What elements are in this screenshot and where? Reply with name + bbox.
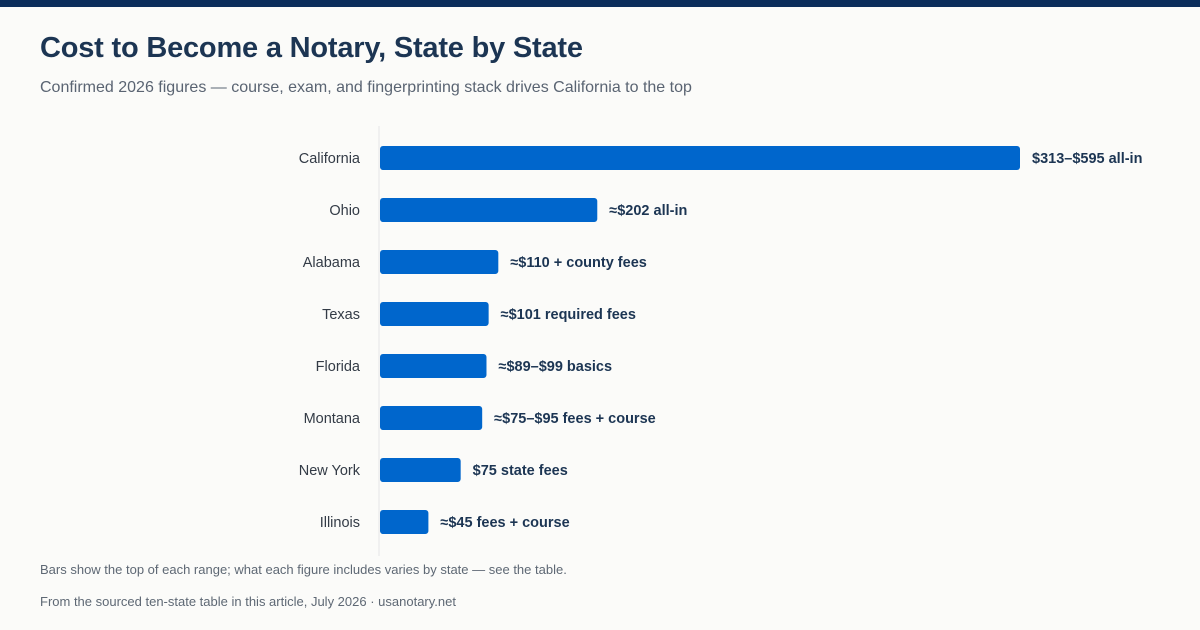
value-label-florida: ≈$89–$99 basics <box>498 359 612 375</box>
chart-source: From the sourced ten-state table in this… <box>40 594 456 609</box>
value-label-montana: ≈$75–$95 fees + course <box>494 411 656 427</box>
category-label-new-york: New York <box>299 463 361 479</box>
chart-subtitle: Confirmed 2026 figures — course, exam, a… <box>40 79 692 96</box>
category-label-texas: Texas <box>322 307 360 323</box>
bar-new-york <box>380 458 461 482</box>
bar-alabama <box>380 250 499 274</box>
value-label-ohio: ≈$202 all-in <box>609 203 687 219</box>
bar-california <box>380 146 1020 170</box>
bar-ohio <box>380 198 598 222</box>
value-label-california: $313–$595 all-in <box>1032 151 1142 167</box>
chart-title: Cost to Become a Notary, State by State <box>40 32 583 64</box>
value-label-new-york: $75 state fees <box>473 463 568 479</box>
category-label-alabama: Alabama <box>303 255 361 271</box>
value-label-illinois: ≈$45 fees + course <box>440 515 569 531</box>
category-label-illinois: Illinois <box>320 515 360 531</box>
bar-florida <box>380 354 487 378</box>
value-label-alabama: ≈$110 + county fees <box>510 255 647 271</box>
chart-note: Bars show the top of each range; what ea… <box>40 562 567 577</box>
category-label-florida: Florida <box>316 359 361 375</box>
top-accent-bar <box>0 0 1200 7</box>
category-label-ohio: Ohio <box>329 203 360 219</box>
category-label-montana: Montana <box>304 411 361 427</box>
bar-montana <box>380 406 483 430</box>
value-label-texas: ≈$101 required fees <box>501 307 636 323</box>
bar-texas <box>380 302 489 326</box>
category-label-california: California <box>299 151 361 167</box>
bar-illinois <box>380 510 429 534</box>
